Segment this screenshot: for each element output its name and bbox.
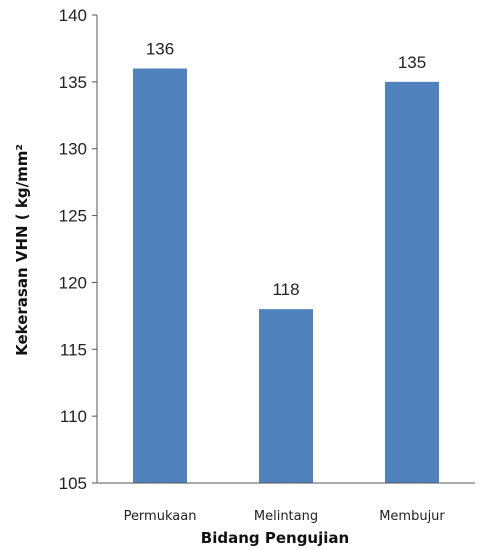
bar-melintang — [259, 309, 313, 483]
category-label-permukaan: Permukaan — [124, 509, 197, 524]
category-label-membujur: Membujur — [379, 509, 445, 524]
data-label-membujur: 135 — [398, 53, 426, 72]
bars — [133, 68, 439, 483]
data-labels: 136 118 135 — [146, 39, 426, 299]
y-tick-label: 135 — [59, 73, 87, 92]
y-tick-label: 110 — [60, 407, 87, 426]
x-axis-title: Bidang Pengujian — [201, 529, 349, 547]
category-labels: Permukaan Melintang Membujur — [124, 509, 446, 524]
y-tick-label: 105 — [59, 474, 87, 493]
y-axis-title: Kekerasan VHN ( kg/mm² — [13, 144, 31, 356]
bar-permukaan — [133, 68, 187, 483]
data-label-melintang: 118 — [272, 280, 299, 299]
data-label-permukaan: 136 — [146, 39, 174, 58]
category-label-melintang: Melintang — [254, 509, 318, 524]
y-tick-label: 120 — [59, 273, 87, 292]
y-tick-label: 140 — [59, 6, 87, 25]
y-axis-ticks: 105 110 115 120 125 130 135 140 — [59, 6, 97, 493]
y-tick-label: 130 — [59, 140, 87, 159]
y-tick-label: 125 — [59, 207, 87, 226]
y-tick-label: 115 — [60, 340, 87, 359]
bar-membujur — [385, 81, 439, 483]
